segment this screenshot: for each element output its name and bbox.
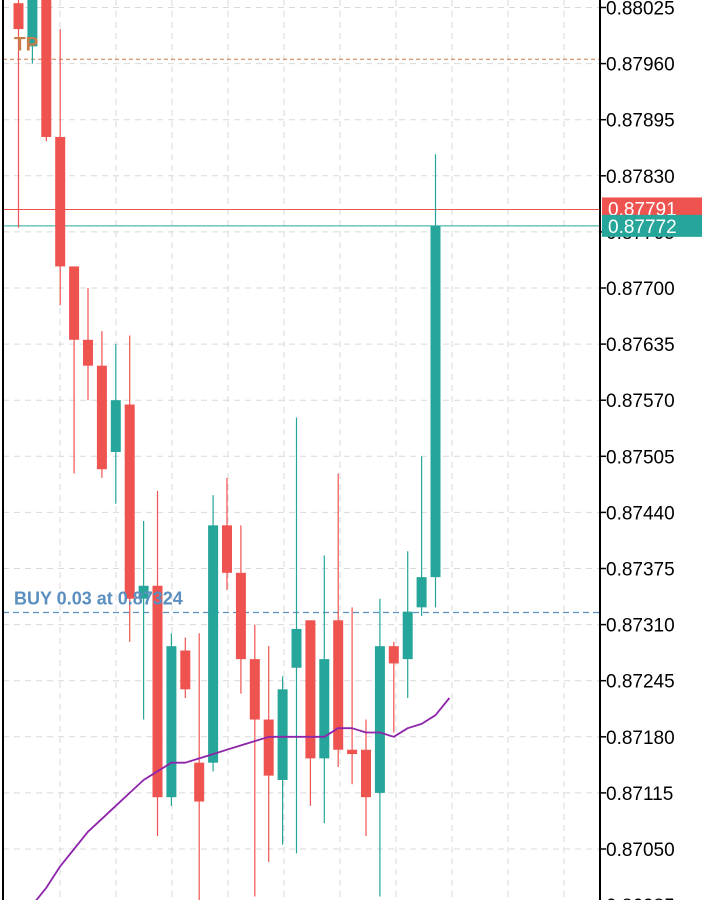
candle — [55, 29, 66, 306]
candle — [152, 490, 163, 837]
candle — [277, 676, 288, 845]
candle — [138, 521, 149, 720]
candle — [180, 637, 191, 698]
price-tick-label: 0.87375 — [606, 560, 675, 581]
candle — [27, 0, 38, 64]
bid-price-tag — [602, 214, 702, 237]
candle-body — [402, 611, 413, 660]
candle-body — [263, 719, 274, 776]
candle — [347, 607, 358, 785]
candle-body — [388, 646, 399, 664]
candle — [96, 331, 107, 478]
candle-body — [124, 404, 135, 599]
candle — [305, 620, 316, 806]
candle — [291, 417, 302, 854]
candle-body — [235, 572, 246, 660]
candle — [263, 646, 274, 862]
candle-body — [138, 585, 149, 599]
candle-body — [41, 0, 52, 137]
candle-body — [277, 689, 288, 780]
candle — [416, 456, 427, 616]
price-tick-label: 0.87505 — [606, 447, 675, 468]
price-tick-label: 0.87050 — [606, 840, 675, 861]
price-tick-label: 0.87310 — [606, 616, 675, 637]
price-tick-label: 0.88025 — [606, 0, 675, 20]
candle-body — [194, 762, 205, 802]
candle-body — [416, 577, 427, 608]
price-tick-label: 0.86985 — [606, 896, 675, 900]
level-lines-layer — [3, 58, 600, 614]
candle — [235, 525, 246, 694]
candle-body — [96, 365, 107, 470]
grid-layer — [3, 0, 600, 905]
candles-layer — [13, 0, 441, 905]
price-tick-label: 0.87570 — [606, 391, 675, 412]
candle-body — [249, 659, 260, 720]
level-labels-layer: TP BUY 0.03 at 0.87324 — [14, 34, 183, 608]
price-tick-label: 0.87440 — [606, 503, 675, 524]
candle-body — [291, 628, 302, 668]
candle-body — [374, 646, 385, 793]
candle — [319, 555, 330, 824]
candle-body — [13, 3, 24, 30]
candle-body — [166, 646, 177, 798]
moving-average-layer — [31, 697, 451, 905]
moving-average-line — [31, 697, 451, 905]
candle — [13, 0, 24, 228]
candle — [402, 551, 413, 698]
candle-body — [430, 225, 441, 578]
candle — [249, 624, 260, 897]
candle-body — [180, 650, 191, 690]
candle-body — [361, 749, 371, 798]
candle-body — [333, 620, 344, 750]
candle-body — [69, 266, 80, 340]
candle-body — [55, 136, 66, 267]
candle — [166, 633, 177, 806]
bid-price-label: 0.87772 — [608, 217, 677, 238]
candle-body — [152, 585, 163, 798]
candle — [388, 641, 399, 733]
candle — [41, 0, 52, 142]
candle — [361, 719, 371, 837]
candle — [194, 633, 205, 905]
candle — [83, 288, 93, 401]
candle-body — [27, 0, 38, 47]
price-tick-label: 0.87700 — [606, 279, 675, 300]
price-tick-label: 0.87895 — [606, 111, 675, 132]
price-tick-label: 0.87115 — [606, 784, 673, 805]
candle — [222, 477, 232, 591]
price-tick-label: 0.87830 — [606, 167, 675, 188]
ask-price-tag — [602, 197, 702, 220]
candle-body — [110, 400, 121, 452]
price-tick-label: 0.87635 — [606, 335, 675, 356]
candle — [374, 598, 385, 897]
candle — [69, 266, 80, 474]
price-tick-label: 0.87960 — [606, 55, 675, 76]
candle-body — [83, 339, 93, 366]
candle — [124, 335, 135, 642]
price-tick-label: 0.87180 — [606, 728, 675, 749]
candle-body — [208, 525, 219, 763]
buy-order-label[interactable]: BUY 0.03 at 0.87324 — [14, 589, 183, 609]
price-tick-label: 0.87245 — [606, 672, 675, 693]
candle — [430, 154, 441, 608]
candle-body — [222, 525, 232, 573]
tp-label[interactable]: TP — [14, 34, 39, 55]
candle — [110, 344, 121, 504]
candle-body — [305, 620, 316, 759]
candle-body — [347, 749, 358, 755]
candle — [333, 473, 344, 768]
candle-body — [319, 659, 330, 759]
candle — [208, 495, 219, 772]
